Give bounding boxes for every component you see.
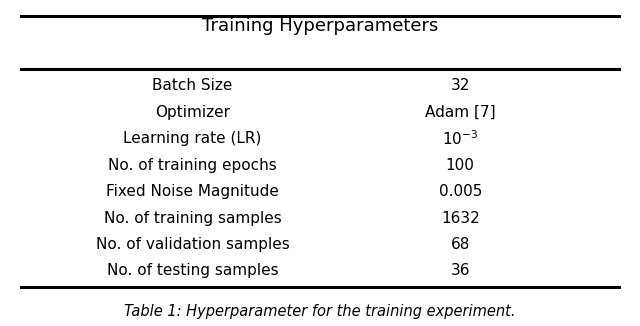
Text: Adam [7]: Adam [7] [425,105,495,120]
Text: 1632: 1632 [441,211,479,226]
Text: No. of training samples: No. of training samples [104,211,282,226]
Text: No. of training epochs: No. of training epochs [108,158,277,173]
Text: No. of validation samples: No. of validation samples [96,237,289,252]
Text: Training Hyperparameters: Training Hyperparameters [202,17,438,35]
Text: Table 1: Hyperparameter for the training experiment.: Table 1: Hyperparameter for the training… [124,304,516,319]
Text: Learning rate (LR): Learning rate (LR) [124,131,262,146]
Text: Optimizer: Optimizer [155,105,230,120]
Text: $10^{-3}$: $10^{-3}$ [442,129,478,148]
Text: 32: 32 [451,78,470,93]
Text: Batch Size: Batch Size [152,78,233,93]
Text: Fixed Noise Magnitude: Fixed Noise Magnitude [106,184,279,199]
Text: 68: 68 [451,237,470,252]
Text: 0.005: 0.005 [438,184,482,199]
Text: 100: 100 [445,158,475,173]
Text: No. of testing samples: No. of testing samples [107,263,278,278]
Text: 36: 36 [451,263,470,278]
